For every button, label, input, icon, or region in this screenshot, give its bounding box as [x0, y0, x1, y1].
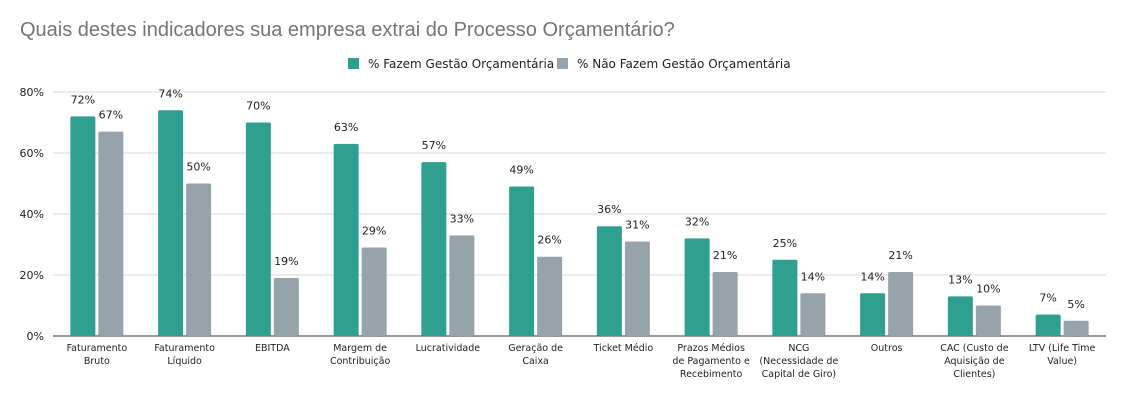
- bar-7-0: [684, 238, 710, 336]
- data-label-5-1: 26%: [537, 234, 561, 247]
- bar-8-1: [800, 293, 826, 336]
- data-label-0-1: 67%: [99, 109, 123, 122]
- chart-title: Quais destes indicadores sua empresa ext…: [20, 19, 675, 41]
- category-label-11-1: Value): [1047, 356, 1077, 367]
- category-label-10-1: Aquisição de: [944, 356, 1005, 367]
- category-label-8-1: (Necessidade de: [759, 356, 838, 367]
- category-label-10-0: CAC (Custo de: [940, 343, 1009, 354]
- category-label-4-0: Lucratividade: [416, 343, 481, 354]
- bar-2-0: [245, 122, 271, 336]
- category-label-3-1: Contribuição: [330, 356, 390, 367]
- category-label-7-2: Recebimento: [680, 369, 743, 380]
- bar-4-0: [421, 162, 447, 336]
- legend-label-0: % Fazem Gestão Orçamentária: [368, 57, 554, 71]
- bar-5-1: [537, 256, 563, 336]
- data-label-8-1: 14%: [801, 270, 825, 283]
- category-label-1-1: Líquido: [167, 356, 202, 367]
- bar-4-1: [449, 235, 475, 336]
- data-label-7-1: 21%: [713, 249, 737, 262]
- y-tick-label-1: 20%: [20, 269, 44, 282]
- data-label-3-1: 29%: [362, 225, 386, 238]
- data-label-9-0: 14%: [860, 270, 884, 283]
- x-axis-labels: Faturamento Bruto Faturamento Líquido EBITDA…: [67, 343, 1096, 380]
- data-label-0-0: 72%: [71, 93, 95, 106]
- data-label-6-0: 36%: [597, 203, 621, 216]
- category-label-0-0: Faturamento: [67, 343, 128, 354]
- category-label-6-0: Ticket Médio: [593, 343, 654, 354]
- bar-5-0: [509, 186, 535, 336]
- data-label-11-1: 5%: [1067, 298, 1084, 311]
- data-label-7-0: 32%: [685, 215, 709, 228]
- category-label-11-0: LTV (Life Time: [1029, 343, 1096, 354]
- data-labels: 72% 67% 74% 50% 70% 19% 63% 29% 57% 33% 49% 26% 36% 3…: [71, 87, 1085, 310]
- bar-1-1: [186, 183, 212, 336]
- bar-3-1: [361, 247, 387, 336]
- data-label-2-0: 70%: [246, 100, 270, 113]
- data-label-8-0: 25%: [773, 237, 797, 250]
- category-label-5-0: Geração de: [508, 343, 563, 354]
- bar-10-0: [947, 296, 973, 336]
- data-label-1-1: 50%: [186, 161, 210, 174]
- data-label-4-0: 57%: [422, 139, 446, 152]
- y-axis-ticks: 0% 20% 40% 60% 80%: [20, 86, 44, 343]
- bar-3-0: [333, 143, 359, 336]
- bar-9-0: [860, 293, 886, 336]
- data-label-5-0: 49%: [509, 164, 533, 177]
- bar-11-0: [1035, 314, 1061, 336]
- bar-10-1: [975, 305, 1001, 336]
- legend-swatch-0: [348, 58, 359, 69]
- legend-label-1: % Não Fazem Gestão Orçamentária: [577, 57, 791, 71]
- legend-swatch-1: [557, 58, 568, 69]
- category-label-2-0: EBITDA: [255, 343, 290, 354]
- y-tick-label-3: 60%: [20, 147, 44, 160]
- y-tick-label-2: 40%: [20, 208, 44, 221]
- data-label-6-1: 31%: [625, 218, 649, 231]
- bars: [70, 110, 1089, 337]
- bar-0-0: [70, 116, 96, 337]
- category-label-7-1: de Pagamento e: [672, 356, 750, 367]
- category-label-3-0: Margem de: [333, 343, 387, 354]
- category-label-10-2: Clientes): [953, 369, 995, 380]
- data-label-9-1: 21%: [888, 249, 912, 262]
- bar-11-1: [1063, 320, 1089, 336]
- category-label-7-0: Prazos Médios: [677, 343, 745, 354]
- bar-7-1: [712, 271, 738, 336]
- category-label-8-2: Capital de Giro): [762, 369, 836, 380]
- bar-6-0: [596, 226, 622, 336]
- data-label-3-0: 63%: [334, 121, 358, 134]
- bar-0-1: [98, 131, 124, 336]
- gridlines: [53, 91, 1106, 337]
- y-tick-label-0: 0%: [27, 330, 44, 343]
- bar-2-1: [273, 278, 299, 336]
- data-label-4-1: 33%: [450, 212, 474, 225]
- data-label-10-1: 10%: [976, 283, 1000, 296]
- data-label-1-0: 74%: [158, 87, 182, 100]
- category-label-8-0: NCG: [788, 343, 809, 354]
- data-label-10-0: 13%: [948, 273, 972, 286]
- category-label-0-1: Bruto: [84, 356, 110, 367]
- bar-8-0: [772, 259, 798, 336]
- data-label-2-1: 19%: [274, 255, 298, 268]
- category-label-9-0: Outros: [871, 343, 903, 354]
- category-label-5-1: Caixa: [522, 356, 549, 367]
- category-label-1-0: Faturamento: [154, 343, 215, 354]
- y-tick-label-4: 80%: [20, 86, 44, 99]
- bar-1-0: [158, 110, 184, 336]
- data-label-11-0: 7%: [1039, 292, 1056, 305]
- bar-9-1: [888, 271, 914, 336]
- bar-6-1: [624, 241, 650, 336]
- legend: % Fazem Gestão Orçamentária % Não Fazem G…: [348, 57, 791, 71]
